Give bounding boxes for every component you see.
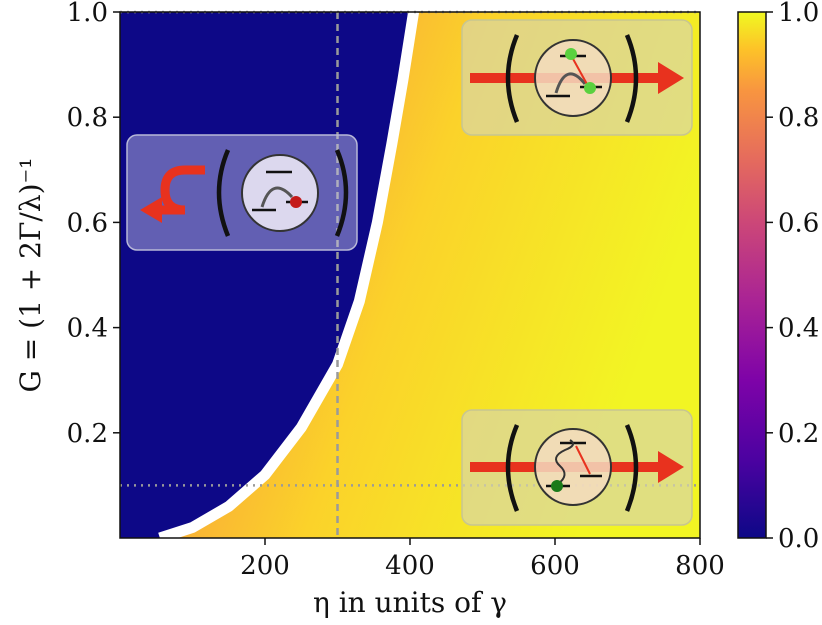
transition-arrow-icon — [260, 186, 294, 208]
y-tick-label: 0.6 — [67, 208, 108, 238]
x-tick-label: 200 — [240, 551, 290, 581]
mirror-right-icon — [624, 424, 639, 512]
reflect-arrow-head-icon — [140, 197, 162, 223]
y-axis-title: G = (1 + 2Γ/λ)⁻¹ — [14, 158, 47, 393]
x-axis-title: η in units of γ — [313, 586, 507, 619]
colorbar-tick-label: 0.8 — [778, 103, 819, 133]
y-tick-label: 0.8 — [67, 103, 108, 133]
colorbar-tick-label: 0.0 — [778, 524, 819, 554]
atom-circle-icon — [241, 154, 319, 232]
y-tick-label: 1.0 — [67, 0, 108, 28]
x-axis-ticks: 200 400 600 800 — [240, 538, 725, 581]
dark-green-dot-icon — [551, 480, 563, 492]
heat-region — [159, 12, 700, 538]
mirror-left-icon — [505, 34, 520, 123]
colorbar-tick-label: 0.2 — [778, 419, 819, 449]
x-tick-label: 400 — [385, 551, 435, 581]
inset-transmission-top — [461, 19, 693, 136]
colorbar — [737, 11, 767, 539]
colorbar-tick-label: 0.4 — [778, 314, 819, 344]
green-dot-icon — [565, 48, 577, 60]
colorbar-tick-label: 0.6 — [778, 208, 819, 238]
atom-circle-icon — [534, 428, 612, 506]
colorbar-tick-label: 1.0 — [778, 0, 819, 28]
inset-transmission-bottom — [461, 409, 693, 526]
y-tick-label: 0.4 — [67, 314, 108, 344]
mirror-left-icon — [505, 424, 520, 512]
x-tick-label: 600 — [530, 551, 580, 581]
red-dot-icon — [290, 196, 302, 208]
mirror-left-icon — [216, 149, 231, 237]
transmit-arrow-icon — [658, 451, 684, 483]
mirror-right-icon — [334, 149, 349, 237]
y-tick-label: 0.2 — [67, 419, 108, 449]
mirror-right-icon — [624, 34, 639, 123]
colorbar-ticks: 0.0 0.2 0.4 0.6 0.8 1.0 — [766, 0, 819, 554]
transmit-arrow-icon — [658, 62, 684, 94]
y-axis-ticks: 0.2 0.4 0.6 0.8 1.0 — [67, 0, 120, 449]
reflect-arrow-icon — [160, 165, 205, 215]
inset-reflection — [126, 134, 358, 251]
green-dot-icon — [584, 82, 596, 94]
x-tick-label: 800 — [675, 551, 725, 581]
